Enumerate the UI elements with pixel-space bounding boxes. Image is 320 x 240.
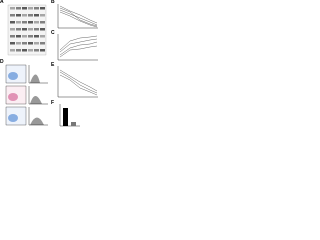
blot-band bbox=[16, 7, 21, 10]
blot-band bbox=[40, 42, 45, 45]
flow-plots bbox=[5, 64, 48, 126]
blot-band bbox=[10, 21, 15, 24]
blot-band bbox=[10, 14, 15, 17]
panel-label: A bbox=[0, 0, 4, 5]
blot-band bbox=[10, 42, 15, 45]
blot-band bbox=[22, 35, 27, 38]
blot-band bbox=[22, 42, 27, 45]
blot-band bbox=[34, 35, 39, 38]
blot-band bbox=[40, 7, 45, 10]
blot-band bbox=[28, 35, 33, 38]
blot-band bbox=[10, 49, 15, 52]
blot-band bbox=[22, 28, 27, 31]
blot-band bbox=[34, 21, 39, 24]
blot-band bbox=[28, 49, 33, 52]
line-chart bbox=[57, 34, 98, 61]
blot-band bbox=[40, 49, 45, 52]
panel-label: D bbox=[0, 59, 4, 65]
blot-band bbox=[22, 7, 27, 10]
blot-band bbox=[40, 14, 45, 17]
blot-band bbox=[10, 35, 15, 38]
blot-band bbox=[34, 42, 39, 45]
panel-label: E bbox=[51, 62, 55, 68]
blot-band bbox=[34, 7, 39, 10]
blot-band bbox=[28, 28, 33, 31]
panel-label: F bbox=[51, 100, 54, 106]
blot-band bbox=[16, 28, 21, 31]
blot-band bbox=[16, 21, 21, 24]
blot-band bbox=[22, 14, 27, 17]
blot-band bbox=[34, 14, 39, 17]
blot-band bbox=[40, 21, 45, 24]
blot-band bbox=[16, 35, 21, 38]
line-chart bbox=[57, 66, 98, 98]
blot-band bbox=[16, 42, 21, 45]
blot-band bbox=[16, 49, 21, 52]
blot-band bbox=[40, 35, 45, 38]
blot-band bbox=[10, 7, 15, 10]
panel-label: C bbox=[51, 30, 55, 36]
blot-band bbox=[22, 21, 27, 24]
panel-label: B bbox=[51, 0, 55, 5]
blot-band bbox=[40, 28, 45, 31]
blot-band bbox=[34, 49, 39, 52]
blot-band bbox=[28, 14, 33, 17]
blot-band bbox=[34, 28, 39, 31]
blot-band bbox=[28, 21, 33, 24]
blot-band bbox=[28, 7, 33, 10]
line-chart bbox=[57, 4, 98, 29]
blot-band bbox=[10, 28, 15, 31]
blot-band bbox=[22, 49, 27, 52]
blot-band bbox=[16, 14, 21, 17]
blot-band bbox=[28, 42, 33, 45]
blot-panel bbox=[7, 4, 47, 56]
bar-chart bbox=[59, 104, 80, 127]
figure: A B C D E F bbox=[0, 0, 98, 127]
